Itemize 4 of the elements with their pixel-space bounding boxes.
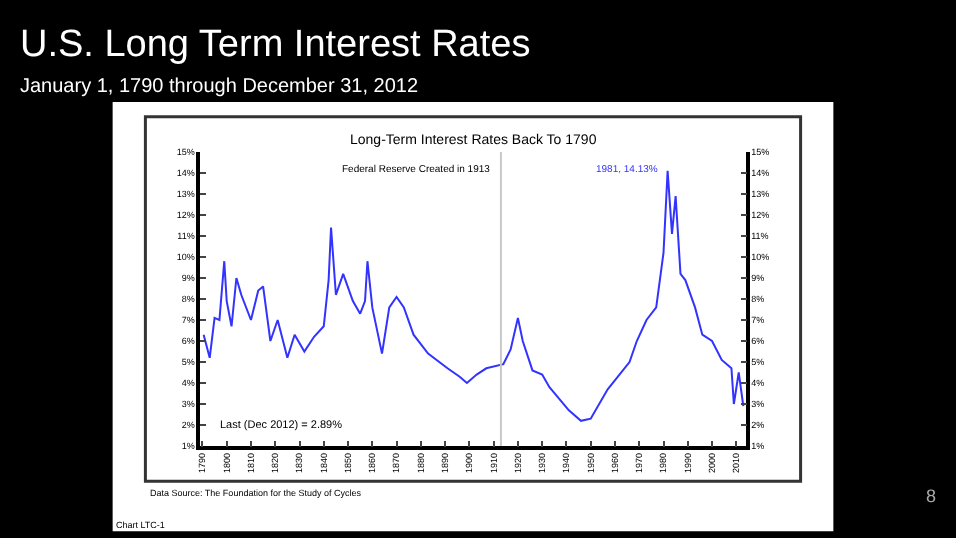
text: 8 [926, 486, 937, 506]
line-series [202, 169, 745, 422]
chart-title: U.S. Long Term Interest Rates [20, 24, 531, 66]
chart-subtitle: January 1, 1790 through December 31, 2012 [20, 76, 419, 98]
